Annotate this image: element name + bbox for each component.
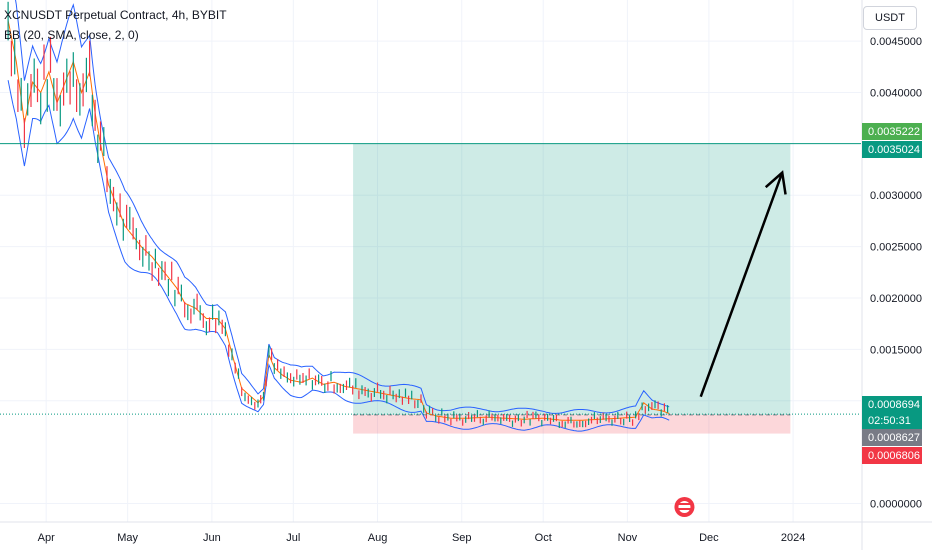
price-label-bg — [862, 396, 922, 413]
price-axis[interactable]: 0.00450000.00400000.00300000.00250000.00… — [861, 0, 922, 550]
x-tick-label: Oct — [535, 532, 552, 544]
y-tick-label: 0.0025000 — [870, 242, 922, 254]
price-label-bg — [862, 123, 922, 140]
bb-upper-band — [15, 0, 670, 414]
price-label-bg — [862, 447, 922, 464]
x-tick-label: 2024 — [781, 532, 805, 544]
bb-basis — [7, 20, 670, 421]
y-tick-label: 0.0000000 — [870, 499, 922, 511]
x-tick-label: Sep — [452, 532, 472, 544]
stop-zone — [353, 414, 791, 434]
price-label: 0.0008627 — [868, 432, 920, 444]
price-labels: 0.0035222 0.0035024 0.0008694 02:50:31 0.000… — [862, 123, 922, 464]
x-tick-label: Jun — [203, 532, 221, 544]
x-tick-label: Apr — [38, 532, 55, 544]
x-tick-label: Aug — [368, 532, 388, 544]
y-tick-label: 0.0030000 — [870, 190, 922, 202]
chart-grid — [0, 0, 861, 522]
arrow-head — [764, 170, 787, 195]
y-tick-label: 0.0040000 — [870, 87, 922, 99]
us-flag-event-stripe — [678, 508, 691, 510]
price-label: 02:50:31 — [868, 415, 911, 427]
chart-title: XCNUSDT Perpetual Contract, 4h, BYBIT — [4, 8, 227, 22]
target-zone — [353, 143, 791, 415]
price-series — [7, 0, 670, 432]
y-tick-label: 0.0045000 — [870, 36, 922, 48]
indicator-legend[interactable]: BB (20, SMA, close, 2, 0) — [4, 28, 139, 42]
long-position-tool[interactable] — [353, 143, 791, 434]
currency-button[interactable]: USDT — [863, 6, 917, 30]
us-flag-event-stripe — [678, 503, 691, 505]
bb-lower-band — [7, 80, 670, 432]
y-tick-label: 0.0020000 — [870, 293, 922, 305]
y-tick-label: 0.0015000 — [870, 344, 922, 356]
us-flag-event-icon-inner — [678, 501, 691, 513]
time-axis[interactable]: Apr May Jun Jul Aug Sep Oct Nov Dec 2024 — [0, 521, 932, 544]
x-tick-label: Jul — [286, 532, 300, 544]
x-tick-label: Nov — [618, 532, 638, 544]
price-label: 0.0006806 — [868, 450, 920, 462]
price-label-bg — [862, 429, 922, 446]
x-tick-label: May — [117, 532, 138, 544]
x-tick-label: Dec — [699, 532, 719, 544]
price-label-bg — [862, 412, 922, 429]
price-label: 0.0008694 — [868, 399, 920, 411]
price-label-bg — [862, 141, 922, 158]
price-label: 0.0035024 — [868, 144, 920, 156]
chart-overlays — [0, 143, 861, 517]
arrow-line — [699, 172, 784, 398]
price-label: 0.0035222 — [868, 126, 920, 138]
